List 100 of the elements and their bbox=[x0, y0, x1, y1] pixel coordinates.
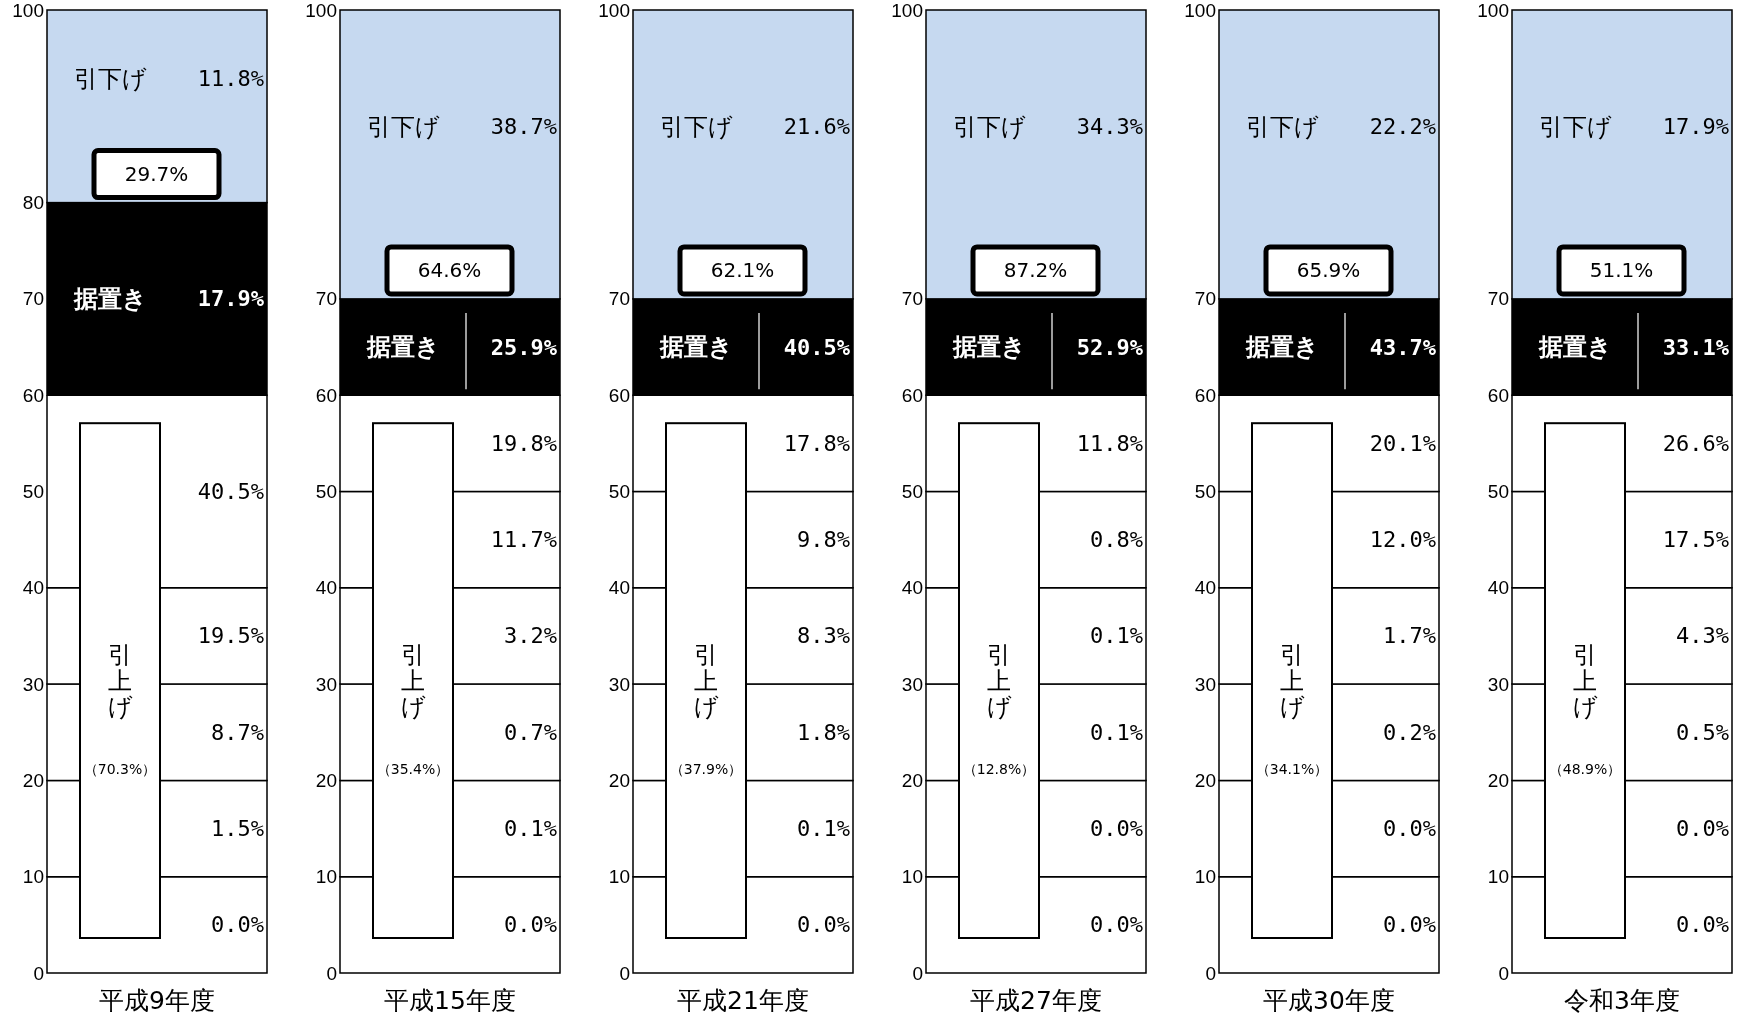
series-label: 引下げ bbox=[366, 112, 440, 141]
annotation: 引上げ bbox=[107, 640, 133, 721]
y-tick-label: 30 bbox=[901, 673, 923, 695]
y-tick-label: 10 bbox=[608, 866, 630, 888]
y-tick-label: 30 bbox=[608, 673, 630, 695]
annotation: 29.7% bbox=[124, 162, 189, 187]
annotation: 17.5% bbox=[1662, 527, 1729, 553]
y-tick-label: 20 bbox=[608, 769, 630, 791]
y-tick-label: 0 bbox=[912, 962, 923, 984]
y-tick-label: 30 bbox=[1487, 673, 1509, 695]
y-tick-label: 70 bbox=[1487, 288, 1509, 310]
annotation: 17.9% bbox=[197, 286, 265, 312]
annotation: 1.8% bbox=[797, 719, 850, 745]
y-tick-label: 70 bbox=[315, 288, 337, 310]
series-label: 引下げ bbox=[1245, 112, 1319, 141]
y-tick-label: 10 bbox=[315, 866, 337, 888]
annotation: 11.8% bbox=[1076, 430, 1143, 456]
y-tick-label: 40 bbox=[608, 577, 630, 599]
annotation: 11.8% bbox=[197, 66, 264, 92]
annotation: 40.5% bbox=[783, 334, 851, 360]
x-tick-label: 令和3年度 bbox=[1564, 985, 1680, 1015]
y-tick-label: 70 bbox=[608, 288, 630, 310]
y-tick-label: 50 bbox=[1487, 481, 1509, 502]
series-label: 引下げ bbox=[1538, 112, 1612, 141]
y-tick-label: 60 bbox=[1194, 384, 1216, 406]
y-tick-label: 40 bbox=[1194, 577, 1216, 599]
y-tick-label: 10 bbox=[1194, 866, 1216, 888]
y-tick-label: 50 bbox=[901, 481, 923, 502]
series-label: 引下げ bbox=[659, 112, 733, 141]
annotation: 64.6% bbox=[417, 258, 482, 283]
series-label: 据置き bbox=[365, 333, 440, 362]
y-tick-label: 70 bbox=[1194, 288, 1216, 310]
annotation: 17.8% bbox=[783, 430, 850, 456]
annotation: 62.1% bbox=[710, 258, 775, 283]
y-tick-label: 100 bbox=[891, 0, 923, 21]
annotation: 引上げ bbox=[400, 640, 426, 721]
annotation: 引上げ bbox=[986, 640, 1012, 721]
y-tick-label: 0 bbox=[619, 962, 630, 984]
annotation: 0.1% bbox=[797, 816, 850, 842]
annotation: （12.8%） bbox=[962, 760, 1036, 777]
annotation: 4.3% bbox=[1676, 623, 1729, 649]
annotation: 12.0% bbox=[1369, 527, 1436, 553]
annotation: 引上げ bbox=[1572, 640, 1598, 721]
y-tick-label: 70 bbox=[901, 288, 923, 310]
y-tick-label: 100 bbox=[598, 0, 630, 21]
annotation: 0.1% bbox=[1090, 623, 1143, 649]
series-label: 据置き bbox=[1537, 333, 1612, 362]
y-tick-label: 20 bbox=[1487, 769, 1509, 791]
annotation: 20.1% bbox=[1369, 430, 1436, 456]
series-label: 据置き bbox=[658, 333, 733, 362]
x-tick-label: 平成27年度 bbox=[970, 985, 1102, 1015]
annotation: （35.4%） bbox=[376, 760, 450, 777]
annotation: 22.2% bbox=[1369, 114, 1436, 140]
annotation: 1.7% bbox=[1383, 623, 1436, 649]
y-tick-label: 0 bbox=[326, 962, 337, 984]
y-tick-label: 20 bbox=[1194, 769, 1216, 791]
y-tick-label: 20 bbox=[22, 769, 44, 791]
annotation: 0.0% bbox=[1090, 816, 1143, 842]
y-tick-label: 60 bbox=[901, 384, 923, 406]
annotation: 0.5% bbox=[1676, 719, 1729, 745]
y-tick-label: 60 bbox=[608, 384, 630, 406]
annotation: （48.9%） bbox=[1548, 760, 1622, 777]
y-tick-label: 30 bbox=[22, 673, 44, 695]
y-tick-label: 10 bbox=[1487, 866, 1509, 888]
y-tick-label: 80 bbox=[22, 192, 44, 214]
y-tick-label: 30 bbox=[315, 673, 337, 695]
series-label: 据置き bbox=[72, 284, 147, 313]
annotation: 19.5% bbox=[197, 623, 264, 649]
series-label: 引下げ bbox=[73, 64, 147, 93]
x-tick-label: 平成21年度 bbox=[677, 985, 809, 1015]
annotation: 25.9% bbox=[490, 334, 558, 360]
annotation: 0.7% bbox=[504, 719, 557, 745]
annotation: 0.8% bbox=[1090, 527, 1143, 553]
annotation: （34.1%） bbox=[1255, 760, 1329, 777]
y-tick-label: 70 bbox=[22, 288, 44, 310]
annotation: 19.8% bbox=[490, 430, 557, 456]
annotation: 11.7% bbox=[490, 527, 557, 553]
y-tick-label: 60 bbox=[22, 384, 44, 406]
y-tick-label: 100 bbox=[1184, 0, 1216, 21]
y-tick-label: 40 bbox=[22, 577, 44, 599]
annotation: 0.1% bbox=[1090, 719, 1143, 745]
y-tick-label: 40 bbox=[315, 577, 337, 599]
annotation: 52.9% bbox=[1076, 334, 1144, 360]
y-tick-label: 60 bbox=[315, 384, 337, 406]
y-tick-label: 50 bbox=[608, 481, 630, 502]
y-tick-label: 100 bbox=[1477, 0, 1509, 21]
y-tick-label: 0 bbox=[1498, 962, 1509, 984]
annotation: 8.7% bbox=[211, 719, 264, 745]
y-tick-label: 30 bbox=[1194, 673, 1216, 695]
annotation: 33.1% bbox=[1662, 334, 1730, 360]
annotation: 43.7% bbox=[1369, 334, 1437, 360]
annotation: （37.9%） bbox=[669, 760, 743, 777]
annotation: 26.6% bbox=[1662, 430, 1729, 456]
y-tick-label: 100 bbox=[12, 0, 44, 21]
x-tick-label: 平成30年度 bbox=[1263, 985, 1395, 1015]
annotation: 51.1% bbox=[1589, 258, 1654, 283]
annotation: 0.2% bbox=[1383, 719, 1436, 745]
annotation: 0.1% bbox=[504, 816, 557, 842]
annotation: 0.0% bbox=[1383, 816, 1436, 842]
annotation: 0.0% bbox=[1090, 912, 1143, 938]
